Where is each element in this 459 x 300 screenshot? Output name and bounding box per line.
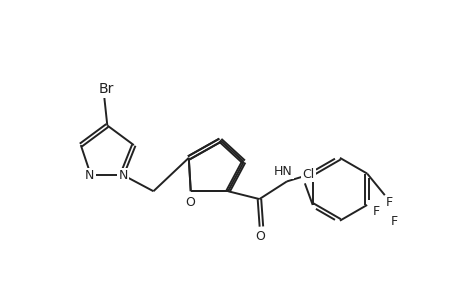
Text: F: F <box>390 215 397 228</box>
Text: N: N <box>118 169 128 182</box>
Text: F: F <box>385 196 392 209</box>
Text: O: O <box>255 230 265 243</box>
Text: HN: HN <box>273 165 292 178</box>
Text: Cl: Cl <box>302 168 314 181</box>
Text: Br: Br <box>98 82 114 96</box>
Text: O: O <box>185 196 194 209</box>
Text: N: N <box>85 169 94 182</box>
Text: F: F <box>372 205 379 218</box>
